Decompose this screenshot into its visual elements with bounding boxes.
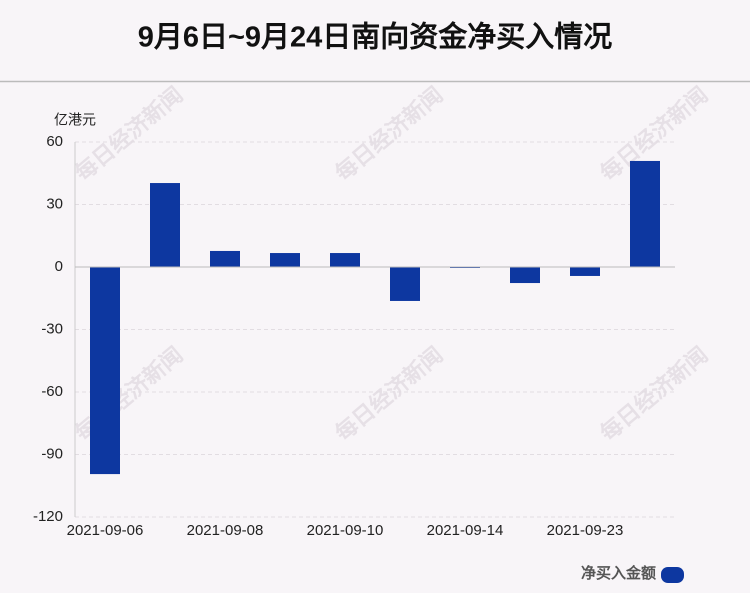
watermark: 每日经济新闻 bbox=[330, 82, 448, 187]
watermark: 每日经济新闻 bbox=[595, 342, 713, 447]
bar bbox=[90, 267, 120, 475]
bar bbox=[510, 267, 540, 284]
watermark: 每日经济新闻 bbox=[70, 342, 188, 447]
bar bbox=[270, 253, 300, 267]
x-tick-label: 2021-09-23 bbox=[547, 522, 624, 539]
y-tick-label: -90 bbox=[41, 445, 63, 462]
bar bbox=[330, 253, 360, 267]
y-tick-label: 30 bbox=[46, 195, 63, 212]
y-tick-label: -120 bbox=[33, 508, 63, 525]
y-tick-label: -60 bbox=[41, 383, 63, 400]
x-tick-label: 2021-09-10 bbox=[307, 522, 384, 539]
x-tick-label: 2021-09-08 bbox=[187, 522, 264, 539]
x-tick-label: 2021-09-14 bbox=[427, 522, 504, 539]
bar bbox=[150, 183, 180, 267]
y-axis-label: 亿港元 bbox=[54, 112, 96, 128]
bar bbox=[390, 267, 420, 301]
bar bbox=[630, 160, 660, 267]
y-tick-label: 0 bbox=[55, 258, 63, 275]
bar bbox=[570, 267, 600, 276]
watermark: 每日经济新闻 bbox=[70, 82, 188, 187]
bar bbox=[210, 250, 240, 267]
chart-title: 9月6日~9月24日南向资金净买入情况 bbox=[138, 20, 613, 54]
y-tick-label: -30 bbox=[41, 320, 63, 337]
legend-label: 净买入金额 bbox=[581, 564, 656, 582]
watermark: 每日经济新闻 bbox=[330, 342, 448, 447]
y-tick-label: 60 bbox=[46, 133, 63, 150]
x-tick-label: 2021-09-06 bbox=[67, 522, 144, 539]
legend-swatch bbox=[661, 567, 684, 583]
